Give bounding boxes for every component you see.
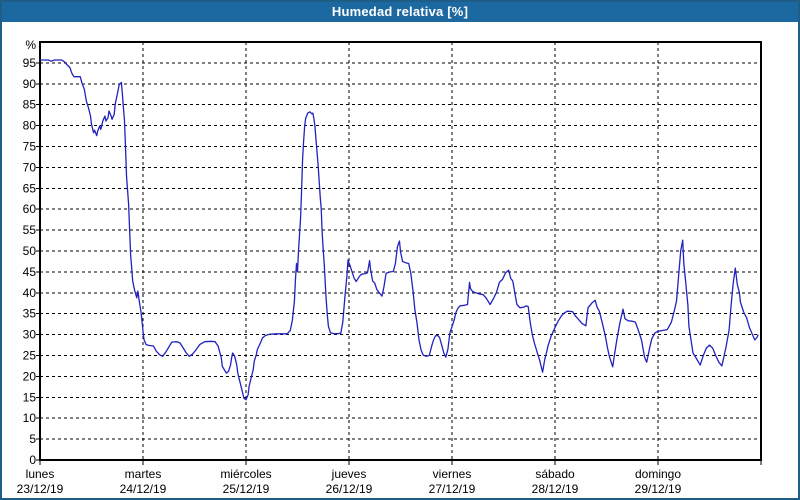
- x-axis-date-label: 25/12/19: [223, 482, 270, 496]
- humidity-line: [39, 59, 759, 401]
- x-axis-day-label: jueves: [331, 467, 367, 481]
- y-axis-tick-label: 95: [23, 56, 37, 70]
- y-axis-tick-label: 25: [23, 349, 37, 363]
- x-axis-date-label: 29/12/19: [635, 482, 682, 496]
- y-axis-tick-label: 15: [23, 390, 37, 404]
- chart-title: Humedad relativa [%]: [331, 3, 469, 19]
- x-axis-day-label: sábado: [535, 467, 575, 481]
- y-axis-tick-label: 60: [23, 202, 37, 216]
- title-bar[interactable]: Humedad relativa [%]: [0, 0, 800, 22]
- y-axis-tick-label: 80: [23, 119, 37, 133]
- x-axis-date-label: 27/12/19: [429, 482, 476, 496]
- y-axis-tick-label: 20: [23, 369, 37, 383]
- x-axis-date-label: 26/12/19: [326, 482, 373, 496]
- y-axis-unit-label: %: [25, 38, 36, 52]
- y-axis-tick-label: 30: [23, 328, 37, 342]
- y-axis-tick-label: 75: [23, 140, 37, 154]
- x-axis-day-label: miércoles: [220, 467, 271, 481]
- x-axis-day-label: viernes: [433, 467, 472, 481]
- x-axis-day-label: lunes: [26, 467, 55, 481]
- x-axis-date-label: 28/12/19: [532, 482, 579, 496]
- y-axis-tick-label: 10: [23, 411, 37, 425]
- y-axis-tick-label: 65: [23, 181, 37, 195]
- y-axis-tick-label: 45: [23, 265, 37, 279]
- x-axis-day-label: domingo: [635, 467, 681, 481]
- y-axis-tick-label: 90: [23, 77, 37, 91]
- x-axis-date-label: 24/12/19: [120, 482, 167, 496]
- y-axis-tick-label: 50: [23, 244, 37, 258]
- y-axis-tick-label: 35: [23, 307, 37, 321]
- x-axis-date-label: 23/12/19: [17, 482, 64, 496]
- y-axis-tick-label: 55: [23, 223, 37, 237]
- x-axis-day-label: martes: [125, 467, 162, 481]
- y-axis-tick-label: 0: [29, 453, 36, 467]
- y-axis-tick-label: 40: [23, 286, 37, 300]
- y-axis-tick-label: 85: [23, 98, 37, 112]
- y-axis-tick-label: 70: [23, 160, 37, 174]
- y-axis-tick-label: 5: [29, 432, 36, 446]
